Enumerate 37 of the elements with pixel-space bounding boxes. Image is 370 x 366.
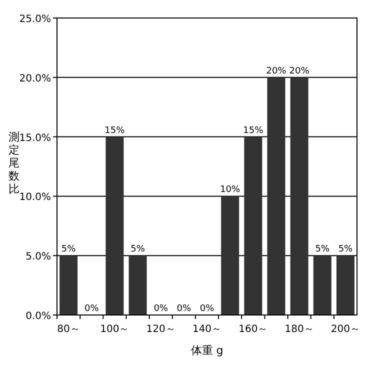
y-tick-label: 20.0% <box>19 73 51 84</box>
data-label: 0% <box>176 304 192 314</box>
bar <box>106 136 124 315</box>
data-label: 20% <box>266 66 287 76</box>
x-axis-title: 体重 g <box>190 344 224 357</box>
data-label: 5% <box>315 244 330 255</box>
x-tick-label: 200～ <box>330 324 360 335</box>
y-tick-label: 25.0% <box>19 14 51 25</box>
data-label: 10% <box>220 185 241 196</box>
data-label: 5% <box>338 244 354 255</box>
bar <box>313 256 332 315</box>
y-tick-label: 5.0% <box>26 252 51 263</box>
bar <box>128 256 147 315</box>
data-label: 20% <box>289 66 310 76</box>
y-tick-label: 10.0% <box>19 192 51 204</box>
x-tick-label: 100～ <box>100 324 130 335</box>
x-tick-label: 140～ <box>192 324 222 335</box>
bar <box>290 77 308 315</box>
data-label: 5% <box>130 244 146 255</box>
data-label: 5% <box>61 244 76 255</box>
bar <box>336 256 354 315</box>
data-label: 0% <box>84 304 100 314</box>
x-tick-label: 120～ <box>146 324 176 335</box>
bar <box>267 77 286 315</box>
data-label: 15% <box>243 126 264 136</box>
y-axis-title: 測定尾数比 <box>8 130 20 196</box>
x-tick-label: 180～ <box>284 324 314 335</box>
data-label: 0% <box>200 304 215 314</box>
bar <box>244 136 262 315</box>
x-tick-label: 160～ <box>238 324 268 335</box>
bar <box>221 196 240 315</box>
data-label: 0% <box>154 304 168 314</box>
data-label: 15% <box>104 126 126 136</box>
bar <box>60 256 78 315</box>
y-tick-label: 0.0% <box>26 311 51 322</box>
x-tick-label: 80～ <box>57 324 80 335</box>
y-tick-label: 15.0% <box>19 132 51 144</box>
